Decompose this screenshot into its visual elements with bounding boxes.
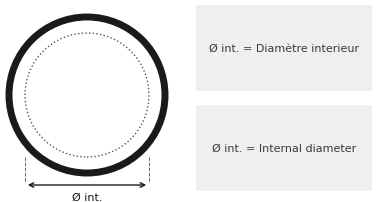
FancyBboxPatch shape [196, 6, 372, 92]
Text: Ø int. = Diamètre interieur: Ø int. = Diamètre interieur [209, 44, 359, 54]
Text: Ø int.: Ø int. [72, 192, 102, 202]
Text: Ø int. = Internal diameter: Ø int. = Internal diameter [212, 143, 356, 153]
FancyBboxPatch shape [196, 105, 372, 191]
